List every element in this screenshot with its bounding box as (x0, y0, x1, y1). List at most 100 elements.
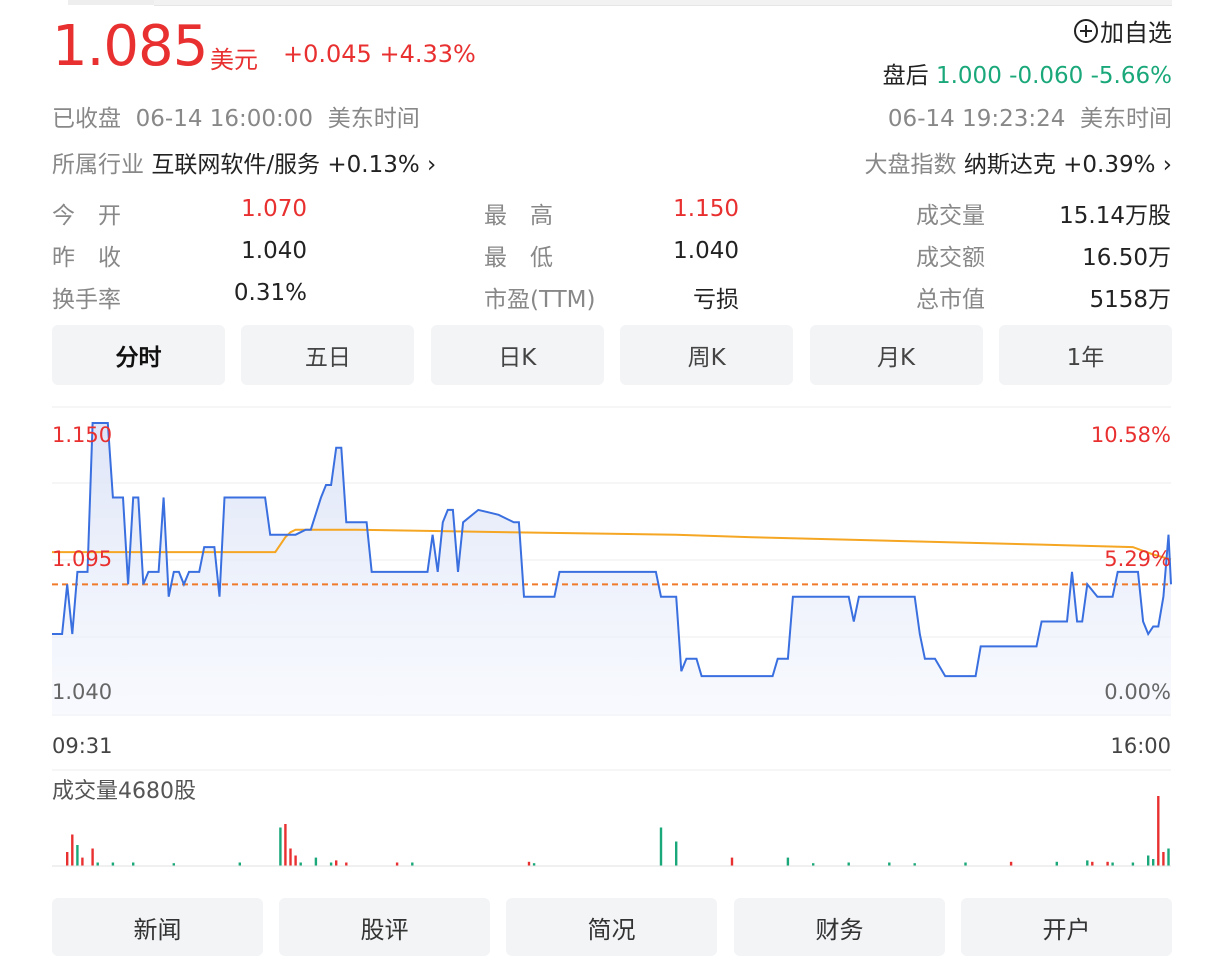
pct-axis-mid: 5.29% (1104, 547, 1171, 571)
comments-tab[interactable]: 股评 (279, 898, 490, 956)
stat-value: 1.040 (673, 238, 739, 264)
volume-bar-down (888, 862, 891, 866)
volume-bar-down (1086, 860, 1089, 866)
open-account-tab-label: 开户 (1042, 915, 1091, 944)
stat-value: 16.50万 (1082, 245, 1171, 271)
stat-label: 换手率 (52, 287, 121, 313)
financials-tab-label: 财务 (815, 915, 864, 944)
close-timezone: 美东时间 (327, 106, 420, 132)
tab-monthly-k[interactable]: 月K (809, 325, 983, 385)
after-hours-percent: -5.66% (1090, 63, 1172, 89)
volume-bar-down (786, 857, 790, 866)
after-hours-time-line: 06-14 19:23:24 美东时间 (888, 99, 1172, 133)
stat-value: 0.31% (233, 280, 307, 306)
volume-bar-down (964, 862, 967, 866)
volume-bar-down (411, 862, 414, 866)
change-amount: +0.045 (283, 40, 372, 68)
change-percent: +4.33% (379, 40, 476, 68)
after-hours-label: 盘后 (882, 63, 929, 89)
x-axis-start: 09:31 (52, 734, 113, 758)
stat-label: 最 低 (484, 245, 553, 271)
stat-value: 15.14万股 (1059, 203, 1171, 229)
index-name: 纳斯达克 (963, 152, 1056, 178)
tab-one-year[interactable]: 1年 (999, 325, 1172, 385)
volume-bar-down (172, 863, 175, 866)
volume-bar-up (1106, 861, 1109, 866)
index-percent: +0.39% (1063, 152, 1156, 178)
y-axis-top: 1.150 (52, 423, 112, 447)
pct-axis-top: 10.58% (1091, 423, 1171, 447)
add-watchlist-button[interactable]: 加自选 (1074, 13, 1172, 48)
after-hours-time: 06-14 19:23:24 (887, 106, 1066, 132)
tab-daily-k[interactable]: 日K (430, 325, 604, 385)
open-account-tab[interactable]: 开户 (961, 898, 1172, 956)
x-axis-end: 16:00 (1110, 734, 1171, 758)
stat-value: 1.150 (673, 196, 739, 222)
profile-tab[interactable]: 简况 (506, 898, 717, 956)
volume-bar-up (527, 861, 531, 866)
volume-bar-down (1055, 861, 1058, 866)
volume-bar-down (1167, 848, 1170, 866)
volume-bar-down (299, 862, 302, 866)
volume-bar-up (81, 857, 84, 866)
stat-label: 市盈(TTM) (484, 287, 596, 313)
volume-bar-down (76, 845, 79, 866)
financials-tab[interactable]: 财务 (734, 898, 945, 956)
industry-label: 所属行业 (52, 152, 144, 178)
tab-weekly-k[interactable]: 周K (620, 325, 794, 385)
last-price: 1.085 (52, 14, 208, 79)
average-price-line (52, 528, 1172, 561)
volume-bar-up (1009, 861, 1013, 866)
pct-axis-bottom: 0.00% (1104, 680, 1171, 704)
volume-bar-up (91, 848, 94, 866)
volume-bar-down (1147, 855, 1150, 866)
volume-bar-down (913, 863, 916, 866)
market-status: 已收盘 (52, 106, 121, 132)
volume-bar-up (289, 848, 292, 866)
chevron-right-icon: › (1162, 152, 1172, 178)
tab-five-day[interactable]: 五日 (241, 325, 415, 385)
volume-bar-down (1131, 862, 1135, 866)
stat-label: 昨 收 (52, 245, 121, 271)
add-watchlist-label: 加自选 (1100, 19, 1172, 47)
comments-tab-label: 股评 (360, 915, 409, 944)
y-axis-mid: 1.095 (52, 547, 112, 571)
volume-bar-up (1162, 852, 1165, 866)
volume-bar-up (284, 824, 287, 866)
stat-label: 今 开 (52, 203, 121, 229)
stat-value: 亏损 (693, 287, 739, 313)
industry-link[interactable]: 所属行业 互联网软件/服务 +0.13% › (52, 145, 436, 179)
volume-bar-down (1152, 859, 1155, 866)
volume-bar-down (1111, 862, 1114, 866)
index-label: 大盘指数 (864, 152, 957, 178)
stat-label: 成交额 (916, 245, 985, 271)
volume-bar-up (66, 852, 69, 866)
stat-label: 总市值 (916, 287, 985, 313)
news-tab[interactable]: 新闻 (52, 898, 263, 956)
add-circle-icon (1074, 19, 1098, 43)
price-line (52, 422, 1172, 678)
industry-name: 互联网软件/服务 (151, 152, 321, 178)
news-tab-label: 新闻 (133, 915, 182, 944)
top-tab-bar (154, 0, 1172, 6)
stat-value: 1.040 (241, 238, 307, 264)
index-link[interactable]: 大盘指数 纳斯达克 +0.39% › (865, 145, 1172, 179)
volume-bar-up (345, 862, 348, 866)
top-tab-indicator (68, 0, 154, 5)
price-change: +0.045 +4.33% (283, 40, 476, 68)
industry-percent: +0.13% (327, 152, 420, 178)
y-axis-bottom: 1.040 (52, 680, 112, 704)
volume-bar-down (314, 857, 318, 866)
volume-bar-up (71, 834, 74, 866)
volume-bar-down (329, 862, 333, 866)
after-hours-price: 1.000 (935, 63, 1002, 89)
after-hours-change: -0.060 (1009, 63, 1084, 89)
close-time: 06-14 16:00:00 (135, 106, 314, 132)
volume-bars (52, 796, 1171, 867)
stat-value: 1.070 (241, 196, 307, 222)
stat-value: 5158万 (1089, 287, 1171, 313)
tab-intraday[interactable]: 分时 (52, 325, 225, 385)
chevron-right-icon: › (427, 152, 437, 178)
stat-label: 最 高 (484, 203, 553, 229)
after-hours-timezone: 美东时间 (1080, 106, 1172, 132)
